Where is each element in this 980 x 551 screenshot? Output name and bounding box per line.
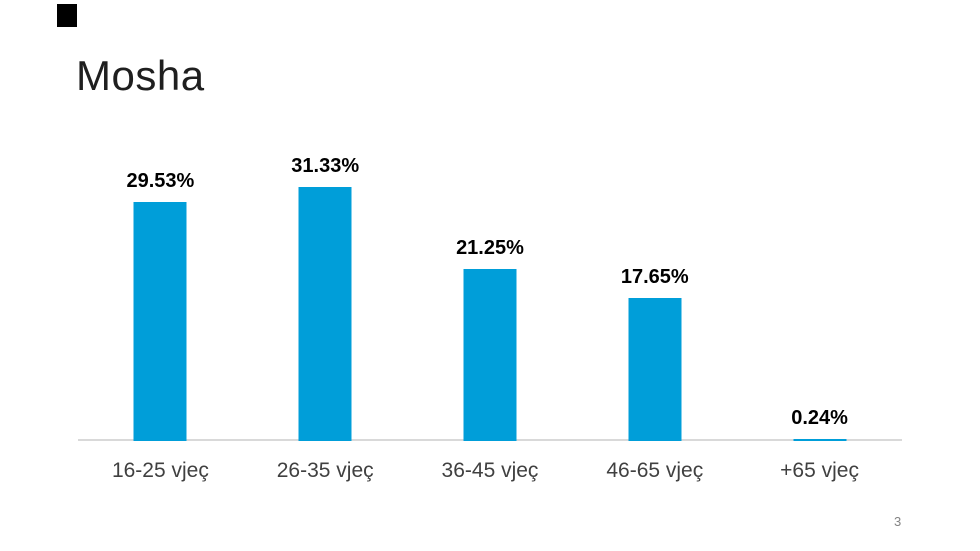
slide-page-number: 3 <box>894 514 902 529</box>
bar-group: 17.65% <box>572 150 737 441</box>
category-label: 46-65 vjeç <box>606 459 704 482</box>
category-axis-labels: 16-25 vjeç 26-35 vjeç 36-45 vjeç 46-65 vjeç… <box>78 441 902 483</box>
bar-chart: 29.53% 31.33% 21.25% 17.65% 0.24% 16-25 vjeç… <box>78 150 902 510</box>
corner-decoration-square <box>57 4 77 27</box>
bar-value-label: 0.24% <box>791 407 848 429</box>
bar <box>793 439 847 441</box>
category-label: +65 vjeç <box>780 459 859 482</box>
chart-plot-area: 29.53% 31.33% 21.25% 17.65% 0.24% <box>78 150 902 441</box>
slide-title: Mosha <box>76 52 205 99</box>
bar <box>628 298 682 441</box>
bar <box>298 187 352 441</box>
category-label: 26-35 vjeç <box>276 459 374 482</box>
bar-slots: 29.53% 31.33% 21.25% 17.65% 0.24% <box>78 150 902 441</box>
bar-value-label: 21.25% <box>456 237 524 259</box>
bar <box>463 269 517 441</box>
bar-group: 0.24% <box>737 150 902 441</box>
category-label: 36-45 vjeç <box>441 459 539 482</box>
bar-value-label: 29.53% <box>126 170 195 192</box>
bar <box>133 202 187 441</box>
bar-group: 21.25% <box>408 150 573 441</box>
bar-value-label: 31.33% <box>291 155 360 177</box>
bar-group: 31.33% <box>243 150 408 441</box>
category-label: 16-25 vjeç <box>111 459 209 482</box>
bar-group: 29.53% <box>78 150 243 441</box>
bar-value-label: 17.65% <box>620 266 689 288</box>
